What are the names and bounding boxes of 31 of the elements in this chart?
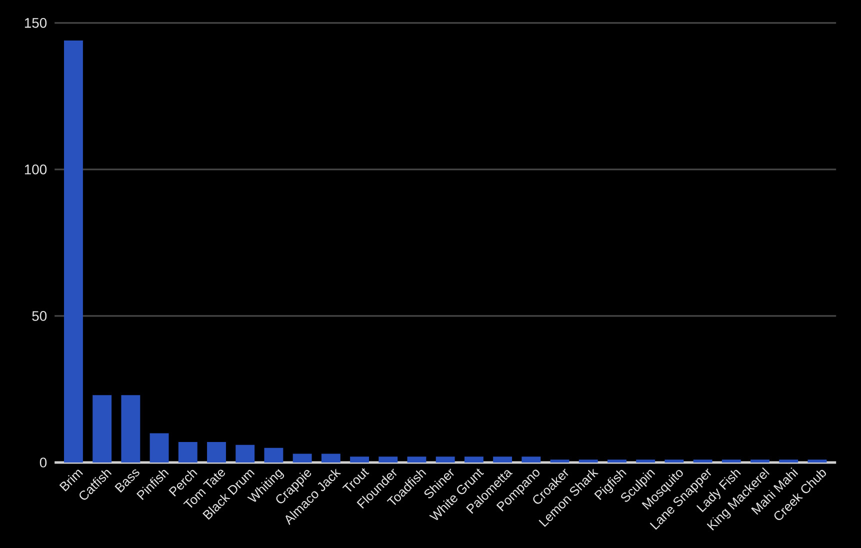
bar	[64, 40, 83, 462]
y-tick-label: 100	[24, 164, 47, 174]
bar	[92, 394, 112, 462]
bar	[150, 433, 169, 462]
bar	[436, 456, 455, 462]
bar	[407, 456, 426, 462]
bar	[550, 459, 570, 462]
bar	[493, 456, 512, 462]
y-tick-label: 0	[40, 457, 47, 468]
bar	[578, 459, 598, 462]
bar	[121, 394, 140, 462]
bar	[722, 459, 741, 462]
bar	[207, 442, 226, 462]
bar	[178, 442, 198, 462]
y-tick-label: 150	[24, 18, 47, 28]
bar	[350, 456, 369, 462]
bar	[464, 456, 484, 462]
y-tick-label: 50	[32, 310, 47, 321]
bar	[779, 459, 798, 462]
bar	[750, 459, 770, 462]
bar	[292, 454, 312, 462]
bar	[264, 448, 284, 462]
bar	[664, 459, 684, 462]
bar	[321, 454, 340, 462]
bar	[808, 459, 827, 462]
bar	[693, 459, 712, 462]
bar	[378, 456, 398, 462]
bar	[236, 444, 255, 462]
bar	[522, 456, 541, 462]
bar	[636, 459, 656, 462]
bar	[608, 459, 626, 462]
